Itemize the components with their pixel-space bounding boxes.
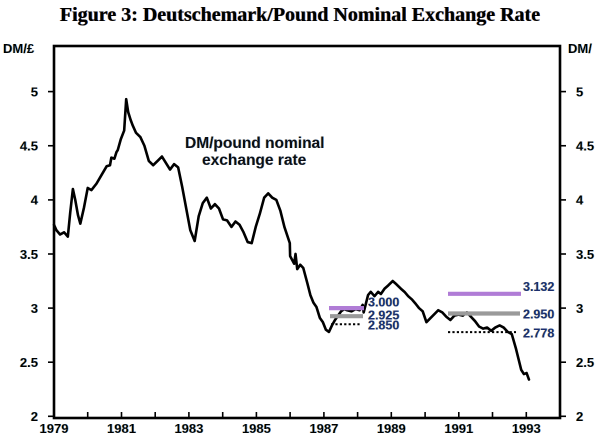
svg-text:1993: 1993 xyxy=(512,421,541,436)
svg-text:2.850: 2.850 xyxy=(368,319,399,333)
svg-text:5: 5 xyxy=(31,85,38,100)
svg-text:3.5: 3.5 xyxy=(20,247,38,262)
svg-text:4.5: 4.5 xyxy=(576,139,594,154)
svg-text:5: 5 xyxy=(576,85,583,100)
svg-text:1981: 1981 xyxy=(107,421,136,436)
svg-text:exchange rate: exchange rate xyxy=(202,152,307,169)
svg-text:1987: 1987 xyxy=(309,421,338,436)
svg-text:DM/: DM/ xyxy=(568,41,592,56)
svg-text:DM/pound nominal: DM/pound nominal xyxy=(185,135,324,152)
svg-text:1985: 1985 xyxy=(242,421,271,436)
svg-text:2.5: 2.5 xyxy=(576,355,594,370)
svg-text:2: 2 xyxy=(31,409,38,424)
svg-text:2.778: 2.778 xyxy=(523,327,554,341)
svg-text:4: 4 xyxy=(31,193,39,208)
svg-text:3.132: 3.132 xyxy=(523,280,554,294)
svg-text:3.5: 3.5 xyxy=(576,247,594,262)
svg-text:4.5: 4.5 xyxy=(20,139,38,154)
svg-text:1989: 1989 xyxy=(377,421,406,436)
svg-text:2.5: 2.5 xyxy=(20,355,38,370)
svg-text:1983: 1983 xyxy=(174,421,203,436)
svg-text:1991: 1991 xyxy=(444,421,473,436)
svg-text:DM/£: DM/£ xyxy=(3,41,35,56)
svg-text:3.000: 3.000 xyxy=(368,296,399,310)
svg-text:2.950: 2.950 xyxy=(523,307,554,321)
svg-text:2: 2 xyxy=(576,409,583,424)
svg-text:3: 3 xyxy=(31,301,38,316)
svg-text:3: 3 xyxy=(576,301,583,316)
svg-text:4: 4 xyxy=(576,193,584,208)
svg-text:1979: 1979 xyxy=(40,421,69,436)
